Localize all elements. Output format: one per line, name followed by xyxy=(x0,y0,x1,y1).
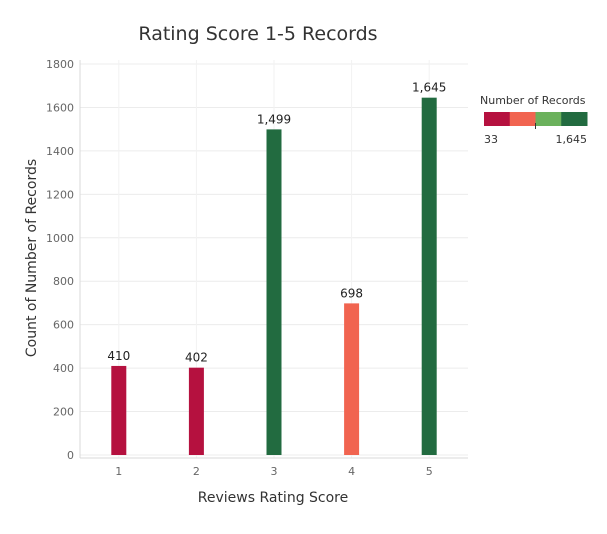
legend-title: Number of Records xyxy=(480,94,586,107)
legend-swatch xyxy=(509,112,536,126)
legend-swatch xyxy=(561,112,588,126)
data-label-4: 698 xyxy=(340,286,363,300)
x-tick-label: 2 xyxy=(193,465,200,478)
data-label-2: 402 xyxy=(185,351,208,365)
color-legend: Number of Records 33 1,645 xyxy=(480,94,588,146)
y-tick-label: 1000 xyxy=(46,232,74,245)
y-tick-label: 1600 xyxy=(46,101,74,114)
x-axis-label: Reviews Rating Score xyxy=(198,490,349,506)
x-tick-label: 3 xyxy=(271,465,278,478)
data-label-1: 410 xyxy=(107,349,130,363)
y-tick-label: 400 xyxy=(53,362,74,375)
legend-color-ramp xyxy=(484,112,588,129)
legend-min-label: 33 xyxy=(484,133,498,146)
data-label-3: 1,499 xyxy=(257,112,291,126)
bar-5[interactable] xyxy=(421,97,437,456)
data-labels: 410 402 1,499 698 1,645 xyxy=(107,81,446,365)
y-tick-label: 600 xyxy=(53,319,74,332)
bar-1[interactable] xyxy=(111,365,127,455)
legend-swatch xyxy=(535,112,562,126)
data-label-5: 1,645 xyxy=(412,81,446,95)
bar-2[interactable] xyxy=(188,367,204,455)
x-tick-label: 1 xyxy=(115,465,122,478)
y-tick-label: 0 xyxy=(67,449,74,462)
y-tick-label: 200 xyxy=(53,406,74,419)
y-axis-label: Count of Number of Records xyxy=(24,159,40,357)
y-tick-label: 1800 xyxy=(46,58,74,71)
chart-title: Rating Score 1-5 Records xyxy=(138,23,377,45)
legend-swatch xyxy=(484,112,511,126)
legend-max-label: 1,645 xyxy=(556,133,588,146)
bars xyxy=(111,97,437,456)
y-tick-label: 1400 xyxy=(46,145,74,158)
y-tick-label: 1200 xyxy=(46,188,74,201)
bar-3[interactable] xyxy=(266,129,282,455)
axes: 0 200 400 600 800 1000 1200 1400 1600 1800 1 2 3 4 5 xyxy=(46,58,468,478)
x-tick-label: 5 xyxy=(426,465,433,478)
x-tick-label: 4 xyxy=(348,465,355,478)
bar-4[interactable] xyxy=(344,303,360,455)
y-tick-label: 800 xyxy=(53,275,74,288)
